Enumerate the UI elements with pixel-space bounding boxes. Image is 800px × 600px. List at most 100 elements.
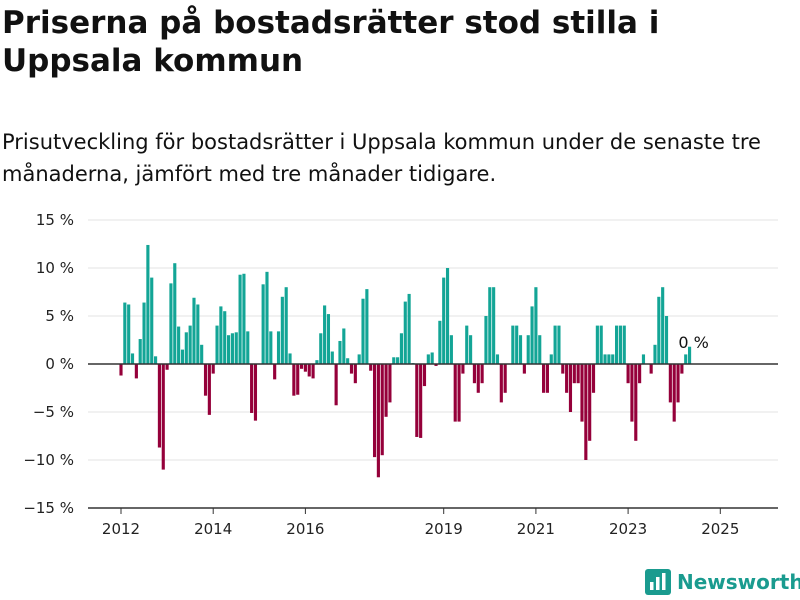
bar [192, 297, 196, 364]
bar [434, 364, 438, 366]
bar [672, 364, 676, 422]
bar [603, 354, 607, 364]
bar [276, 331, 281, 364]
bar [250, 364, 254, 413]
bar [146, 244, 150, 364]
bar [161, 364, 165, 470]
bar [484, 316, 488, 364]
bar [230, 333, 234, 364]
bar [522, 364, 526, 374]
bar [661, 287, 665, 364]
bar [572, 364, 576, 384]
bar [246, 331, 250, 364]
x-tick-label: 2025 [701, 520, 739, 538]
bar [184, 332, 188, 364]
bar [173, 263, 177, 364]
y-tick-label: −15 % [23, 499, 74, 517]
bar [269, 331, 273, 364]
bar [211, 364, 215, 374]
bar [299, 364, 304, 369]
bar [238, 274, 242, 364]
bar [649, 364, 653, 374]
bar [545, 364, 549, 393]
bar [219, 306, 223, 364]
bar [380, 364, 384, 456]
bar [388, 364, 392, 403]
bar [215, 325, 219, 364]
bar [664, 316, 669, 364]
bar [196, 304, 200, 364]
bar [119, 364, 123, 376]
bar [542, 364, 546, 393]
y-tick-label: 0 % [45, 355, 74, 373]
bar [657, 296, 661, 364]
bar [419, 364, 423, 438]
last-value-annotation: 0 % [678, 333, 708, 352]
bar [438, 320, 442, 364]
bar [515, 325, 519, 364]
bar [323, 305, 327, 364]
bar [668, 364, 672, 403]
bar [296, 364, 300, 395]
x-tick-label: 2019 [425, 520, 463, 538]
bar [469, 335, 473, 364]
bar [342, 328, 346, 364]
bar [330, 351, 334, 364]
bar [622, 325, 626, 364]
bar [630, 364, 634, 422]
bar [680, 364, 684, 374]
brand-name: Newsworthy [677, 570, 800, 594]
bar [142, 302, 146, 364]
bar [676, 364, 680, 403]
bar [595, 325, 599, 364]
bar [518, 335, 523, 364]
bar [353, 364, 357, 384]
bar [495, 354, 500, 364]
bar [138, 339, 142, 364]
bars [119, 244, 692, 478]
bar [511, 325, 515, 364]
bar [422, 364, 427, 387]
y-tick-label: 15 % [36, 211, 74, 229]
bar [180, 349, 185, 364]
bar [611, 354, 615, 364]
bar [638, 364, 642, 384]
x-tick-label: 2023 [609, 520, 647, 538]
bar [165, 364, 169, 370]
bar [127, 304, 131, 364]
chart-subtitle: Prisutveckling för bostadsrätter i Uppsa… [2, 130, 761, 186]
bar [457, 364, 461, 422]
bar [203, 364, 208, 396]
y-tick-label: 10 % [36, 259, 74, 277]
bar [588, 364, 592, 441]
bar [653, 344, 657, 364]
bar [442, 277, 446, 364]
bar [361, 298, 365, 364]
bar [357, 354, 361, 364]
bar [476, 364, 480, 393]
bar [242, 273, 246, 364]
newsworthy-logo: Newsworthy [645, 568, 800, 596]
x-tick-label: 2021 [517, 520, 555, 538]
bar [403, 301, 407, 364]
bar [407, 293, 411, 364]
bar [319, 333, 323, 364]
bar [130, 353, 135, 364]
bar [534, 287, 538, 364]
bar [576, 364, 580, 384]
chart-title: Priserna på bostadsrätter stod stilla i … [2, 5, 660, 79]
axes [88, 363, 778, 514]
bar [261, 284, 265, 364]
bar [618, 325, 622, 364]
bar [396, 357, 400, 364]
bar [169, 283, 173, 364]
bar [472, 364, 476, 384]
bar [445, 268, 450, 364]
bar [549, 354, 553, 364]
bar [584, 364, 588, 460]
bar [599, 325, 603, 364]
bar [223, 311, 227, 364]
bar [538, 335, 542, 364]
bar [284, 287, 288, 364]
bar [307, 364, 311, 377]
